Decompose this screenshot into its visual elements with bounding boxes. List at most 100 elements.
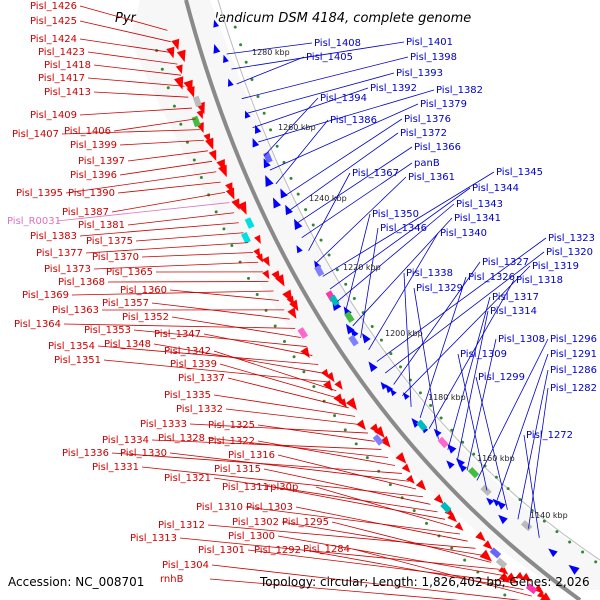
label-leader	[133, 329, 307, 347]
feature-block	[520, 520, 533, 532]
label-leader	[337, 203, 455, 302]
gene-label: Pisl_1302	[232, 517, 279, 528]
gene-dot	[302, 370, 306, 374]
gene-arrow	[380, 381, 388, 390]
gene-arrow	[505, 572, 518, 584]
gene-label: Pisl_1370	[92, 252, 139, 263]
gene-label: Pisl_1291	[550, 349, 597, 360]
feature-block	[192, 95, 202, 108]
gene-dot	[343, 428, 347, 432]
gene-arrow	[498, 514, 508, 525]
label-leader	[466, 338, 497, 471]
label-leader	[141, 252, 254, 258]
gene-label: Pisl_1366	[414, 142, 461, 153]
gene-dot	[192, 158, 196, 162]
gene-label: Pisl_1330	[120, 448, 167, 459]
gene-arrow	[402, 392, 410, 400]
feature-block	[495, 557, 508, 569]
gene-label: Pisl_1368	[58, 277, 105, 288]
label-leader	[127, 150, 208, 162]
gene-arrow	[252, 138, 260, 148]
gene-arrow	[455, 458, 465, 468]
gene-dot	[250, 77, 254, 81]
gene-arrow	[345, 323, 355, 335]
gene-arrow	[521, 572, 532, 582]
label-leader	[107, 281, 269, 283]
label-leader	[127, 212, 235, 226]
gene-label: Pisl_1348	[104, 339, 151, 350]
kbp-tick-label: 1260 kbp	[278, 123, 316, 132]
label-leader	[79, 107, 193, 116]
label-leader	[79, 20, 171, 43]
gene-label: Pisl_1413	[44, 87, 91, 98]
label-leader	[213, 477, 438, 513]
left-label-leaders	[56, 5, 532, 600]
gene-label: Pisl_1344	[472, 183, 519, 194]
label-leader	[295, 506, 468, 542]
gene-label: Pisl_1318	[516, 275, 563, 286]
gene-arrow	[447, 444, 457, 454]
gene-arrow	[213, 43, 221, 54]
label-leader	[263, 468, 431, 505]
gene-dot	[273, 324, 277, 328]
gene-arrow	[289, 299, 299, 312]
feature-block	[440, 501, 452, 514]
gene-arrow	[225, 187, 235, 200]
label-leader	[207, 524, 476, 549]
gene-label: Pisl_1303	[246, 502, 293, 513]
gene-arrow	[411, 418, 421, 428]
gene-arrow	[433, 494, 444, 505]
feature-block	[329, 294, 340, 307]
label-leader	[241, 56, 409, 100]
feature-block	[416, 419, 428, 432]
kbp-tick-label: 1140 kbp	[530, 511, 568, 520]
gene-label: Pisl_1308	[498, 334, 545, 345]
label-leader	[119, 139, 204, 146]
gene-label: Pisl_1363	[52, 305, 99, 316]
gene-arrow	[345, 397, 357, 411]
label-leader	[281, 521, 484, 556]
gene-label: Pisl_1423	[38, 47, 85, 58]
gene-label: Pisl_1331	[92, 462, 139, 473]
gene-arrow	[287, 307, 297, 319]
gene-arrow	[261, 256, 270, 267]
accession-text: Accession: NC_008701	[8, 575, 144, 589]
gene-label: Pisl_1418	[44, 60, 91, 71]
gene-dot	[594, 560, 598, 564]
gene-arrow	[300, 346, 310, 359]
gene-label: Pisl_1328	[158, 433, 205, 444]
gene-dot	[344, 282, 348, 286]
gene-label: Pisl_1375	[86, 236, 133, 247]
gene-label: Pisl_1361	[408, 172, 455, 183]
gene-dot	[262, 111, 266, 115]
label-leader	[263, 97, 319, 157]
label-leader	[213, 350, 337, 392]
label-leader	[71, 290, 274, 296]
gene-arrow	[196, 109, 204, 120]
gene-label: Pisl_1321	[164, 473, 211, 484]
gene-arrow	[540, 592, 551, 600]
gene-label: Pisl_R0031	[7, 216, 61, 227]
gene-label: Pisl_1326	[468, 272, 515, 283]
feature-block	[467, 466, 480, 479]
gene-dot	[581, 550, 585, 554]
gene-label: Pisl_1354	[48, 341, 95, 352]
gene-dot	[264, 308, 268, 312]
gene-label: Pisl_1339	[170, 359, 217, 370]
label-leader	[79, 5, 168, 31]
gene-dot	[233, 25, 237, 29]
gene-arrow	[208, 149, 217, 161]
gene-label: Pisl_1333	[140, 419, 187, 430]
label-leader	[189, 423, 369, 434]
gene-label: Pisl_1309	[460, 349, 507, 360]
label-leader	[103, 359, 331, 383]
gene-dot	[255, 292, 259, 296]
gene-dot	[256, 94, 260, 98]
gene-dot	[327, 253, 331, 257]
gene-arrow	[175, 64, 183, 75]
label-leader	[111, 191, 226, 213]
label-leader	[246, 72, 395, 114]
gene-dot	[292, 355, 296, 359]
label-leader	[203, 333, 313, 356]
